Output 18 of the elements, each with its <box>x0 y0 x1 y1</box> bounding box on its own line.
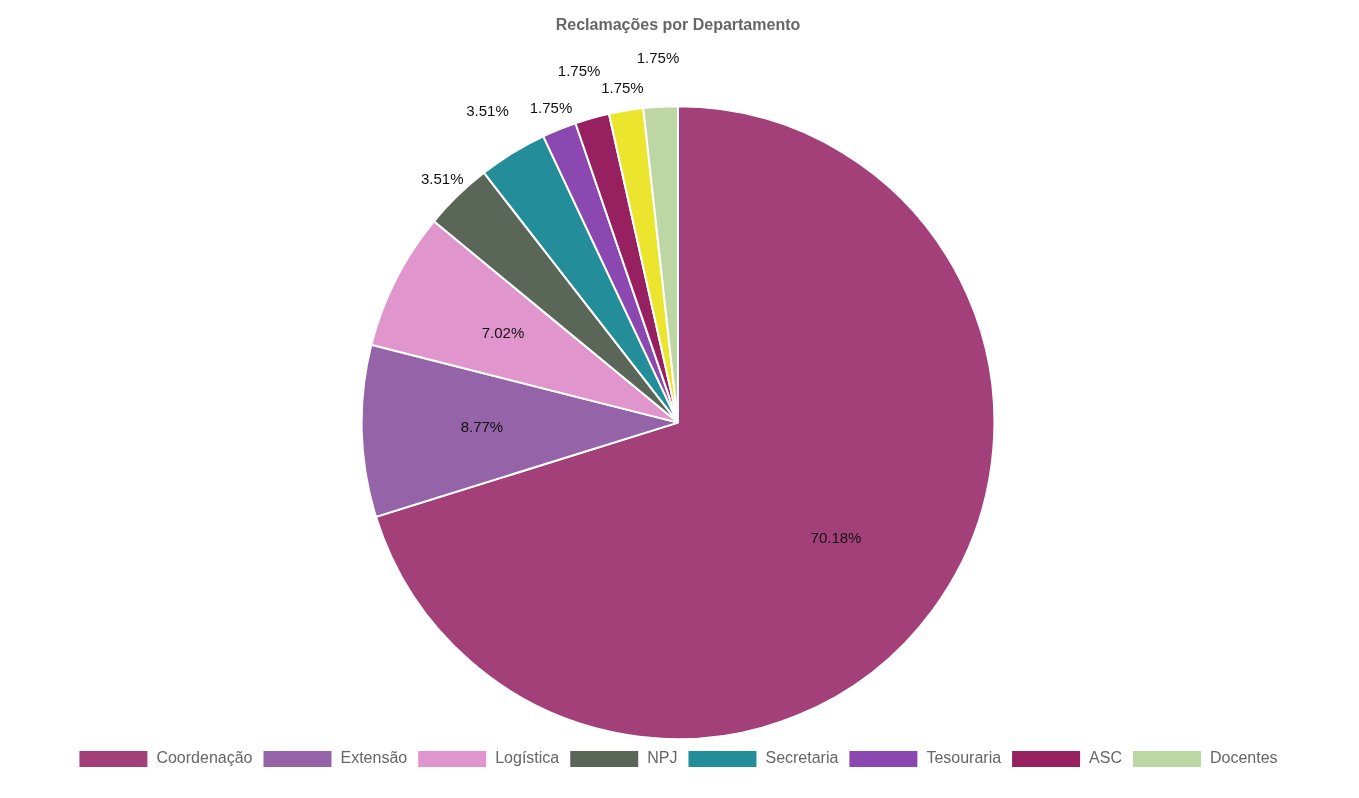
legend-label: Docentes <box>1209 749 1278 767</box>
legend-label: Tesouraria <box>926 749 1002 767</box>
data-label: 7.02% <box>481 324 525 342</box>
legend-label: Coordenação <box>156 749 253 767</box>
legend-label: Extensão <box>340 749 408 767</box>
legend-label: NPJ <box>647 749 678 767</box>
data-label: 3.51% <box>420 169 464 187</box>
chart-title: Reclamações por Departamento <box>555 16 801 34</box>
legend-label: Secretaria <box>765 749 839 767</box>
data-label: 1.75% <box>529 99 573 117</box>
data-label: 1.75% <box>636 48 680 66</box>
data-label: 1.75% <box>601 78 644 96</box>
data-label: 3.51% <box>466 102 509 120</box>
legend-label: ASC <box>1089 749 1122 767</box>
data-label: 8.77% <box>460 418 504 436</box>
legend-label: Logística <box>495 749 560 767</box>
data-label: 70.18% <box>810 528 862 546</box>
data-label: 1.75% <box>557 62 601 80</box>
